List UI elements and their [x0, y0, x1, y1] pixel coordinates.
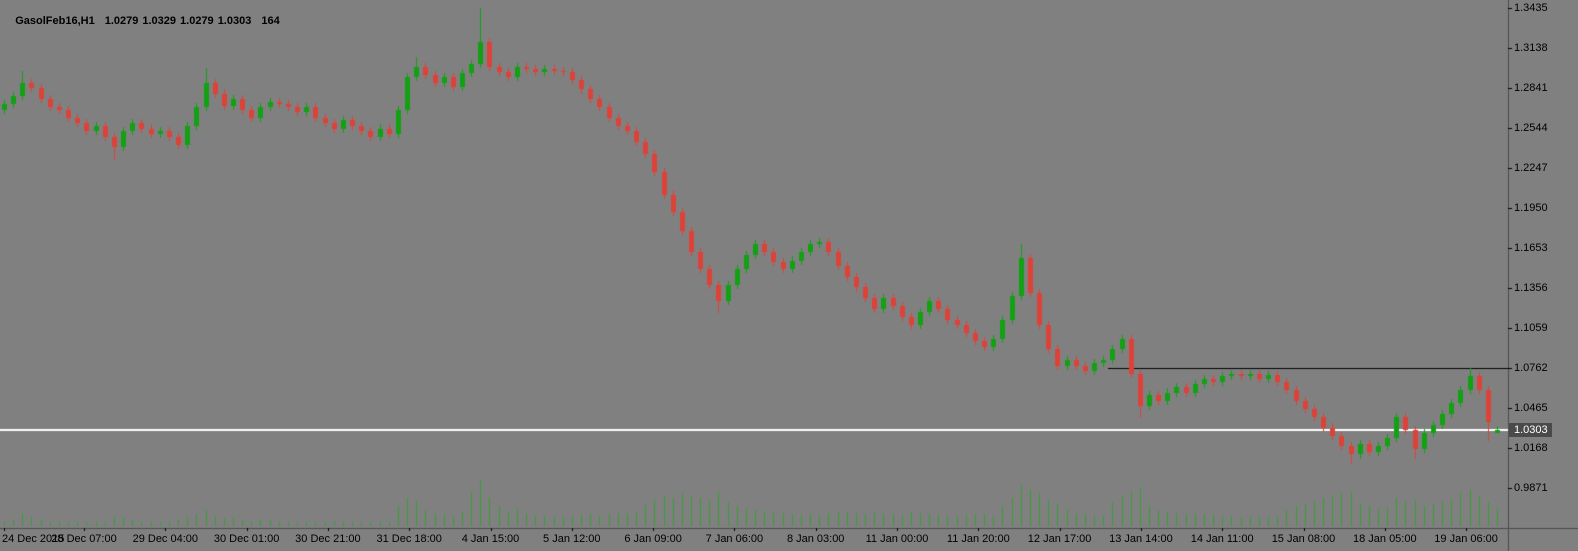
time-axis-label: 24 Dec 2015: [2, 533, 65, 545]
time-axis-label: 15 Jan 08:00: [1271, 533, 1336, 545]
time-axis-label: 11 Jan 20:00: [946, 533, 1010, 545]
time-axis-label: 31 Dec 18:00: [376, 533, 442, 545]
time-axis-label: 30 Dec 01:00: [213, 533, 280, 545]
time-axis-label: 19 Jan 06:00: [1434, 533, 1498, 545]
price-axis-label: 0.9871: [1514, 482, 1548, 494]
ohlc-low-value: 1.0279: [180, 15, 214, 27]
price-axis-label: 1.0168: [1514, 442, 1548, 454]
time-axis-label: 14 Jan 11:00: [1190, 533, 1254, 545]
price-axis-label: 1.0762: [1514, 362, 1548, 374]
time-axis-label: 30 Dec 21:00: [295, 533, 361, 545]
time-axis-label: 5 Jan 12:00: [543, 533, 601, 545]
time-axis-label: 28 Dec 07:00: [51, 533, 117, 545]
time-axis-label: 29 Dec 04:00: [132, 533, 199, 545]
time-axis-label: 8 Jan 03:00: [786, 533, 845, 545]
price-axis-label: 1.1059: [1514, 322, 1548, 334]
time-axis-label: 11 Jan 00:00: [865, 533, 929, 545]
price-axis-label: 1.2247: [1514, 162, 1548, 174]
time-axis-label: 4 Jan 15:00: [461, 533, 520, 545]
ohlc-close-value: 1.0303: [217, 15, 252, 27]
price-axis-label: 1.2544: [1514, 122, 1548, 134]
price-axis-label: 1.3435: [1514, 2, 1548, 14]
price-axis-label: 1.0465: [1514, 402, 1548, 414]
chart-header: GasolFeb16,H1 1.0279 1.0329 1.0279 1.0303 164: [3, 3, 284, 39]
time-axis-label: 7 Jan 06:00: [705, 533, 764, 545]
time-axis-label: 13 Jan 14:00: [1109, 533, 1173, 545]
price-axis[interactable]: 1.0303 1.3435 1.3138 1.2841 1.2544 1.2247 1.1…: [1509, 0, 1578, 528]
current-price-label: 1.0303: [1509, 423, 1552, 437]
symbol-period-label: GasolFeb16,H1: [15, 15, 95, 27]
time-axis-label: 12 Jan 17:00: [1027, 533, 1092, 545]
time-axis-label: 18 Jan 05:00: [1352, 533, 1417, 545]
price-axis-label: 1.1950: [1514, 202, 1548, 214]
ohlc-high-value: 1.0329: [142, 15, 177, 27]
ohlc-open-value: 1.0279: [104, 15, 139, 27]
price-axis-label: 1.2841: [1514, 82, 1548, 94]
price-axis-label: 1.1356: [1514, 282, 1548, 294]
time-axis-label: 6 Jan 09:00: [624, 533, 682, 545]
time-axis[interactable]: 24 Dec 2015 28 Dec 07:00 29 Dec 04:00 30 De…: [0, 529, 1578, 551]
volume-value: 164: [261, 15, 280, 27]
price-axis-label: 1.3138: [1514, 42, 1548, 54]
price-axis-label: 1.1653: [1514, 242, 1548, 254]
